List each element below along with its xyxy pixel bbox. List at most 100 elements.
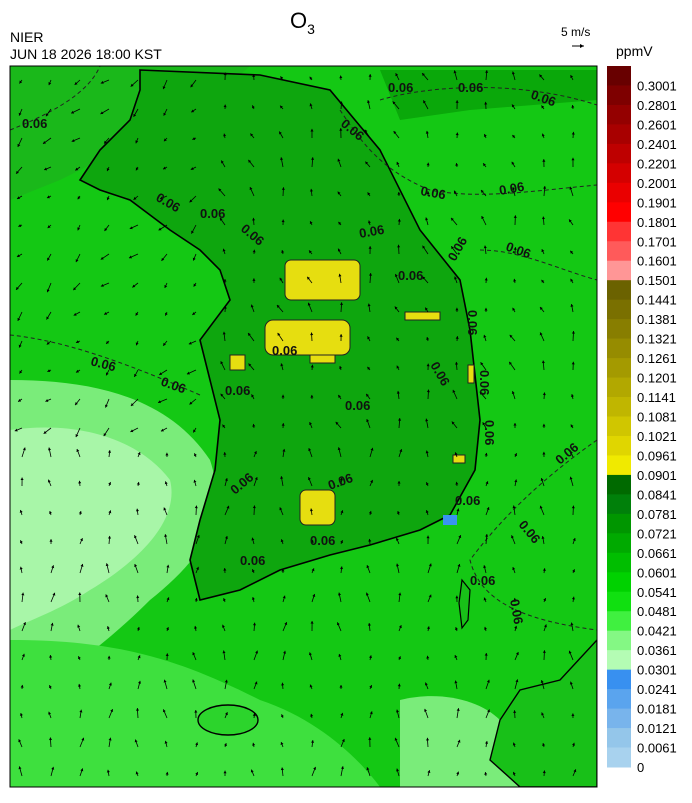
- colorbar-label: 0.2001: [637, 176, 677, 191]
- title-subscript: 3: [307, 21, 315, 37]
- colorbar: 0.3001 0.2801 0.2601 0.2401 0.2201 0.2001 0.19…: [607, 66, 677, 775]
- colorbar-label: 0.1801: [637, 215, 677, 230]
- colorbar-bin: [607, 748, 631, 768]
- colorbar-bin: [607, 300, 631, 320]
- colorbar-label: 0.1201: [637, 371, 677, 386]
- contour-label: 0.06: [477, 370, 492, 395]
- colorbar-bin: [607, 378, 631, 398]
- colorbar-bin: [607, 183, 631, 203]
- colorbar-bin: [607, 514, 631, 534]
- colorbar-label: 0.1021: [637, 429, 677, 444]
- colorbar-bin: [607, 222, 631, 242]
- colorbar-label: 0.1901: [637, 195, 677, 210]
- patch: [300, 490, 335, 525]
- colorbar-label: 0.0421: [637, 624, 677, 639]
- patch: [405, 312, 440, 320]
- colorbar-label: 0.0901: [637, 468, 677, 483]
- colorbar-label: 0.2601: [637, 117, 677, 132]
- colorbar-bin: [607, 85, 631, 105]
- colorbar-label: 0.1141: [637, 390, 676, 405]
- jeju-island: [198, 705, 258, 735]
- contour-label: 0.06: [458, 80, 483, 95]
- colorbar-bin: [607, 572, 631, 592]
- colorbar-bin: [607, 709, 631, 729]
- colorbar-label: 0.0541: [637, 585, 677, 600]
- vector-scale-head: [580, 44, 584, 48]
- colorbar-label: 0.2201: [637, 156, 677, 171]
- patch: [230, 355, 245, 370]
- colorbar-label: 0.1441: [637, 293, 677, 308]
- colorbar-bin: [607, 358, 631, 378]
- agency: NIER: [10, 29, 43, 45]
- colorbar-bin: [607, 494, 631, 514]
- contour-label: 0.06: [482, 420, 497, 445]
- colorbar-bin: [607, 670, 631, 690]
- colorbar-label: 0.3001: [637, 78, 677, 93]
- colorbar-bin: [607, 455, 631, 475]
- colorbar-bin: [607, 66, 631, 86]
- title: O3: [290, 8, 315, 37]
- contour-label: 0.06: [455, 493, 480, 508]
- contour-label: 0.06: [310, 533, 335, 548]
- contour-label: 0.06: [465, 310, 480, 335]
- contour-label: 0.06: [225, 383, 250, 398]
- colorbar-bin: [607, 319, 631, 339]
- colorbar-label: 0.0721: [637, 526, 677, 541]
- colorbar-bin: [607, 436, 631, 456]
- colorbar-label: 0.0121: [637, 721, 677, 736]
- colorbar-label: 0.0781: [637, 507, 677, 522]
- patch: [285, 260, 360, 300]
- datetime: JUN 18 2026 18:00 KST: [10, 46, 162, 62]
- colorbar-bin: [607, 689, 631, 709]
- colorbar-label: 0.1261: [637, 351, 677, 366]
- colorbar-label: 0.0361: [637, 643, 677, 658]
- colorbar-label: 0.1081: [637, 410, 677, 425]
- colorbar-bin: [607, 475, 631, 495]
- contour-label: 0.06: [240, 553, 265, 568]
- colorbar-bin: [607, 650, 631, 670]
- colorbar-bin: [607, 611, 631, 631]
- contour-label: 0.06: [200, 206, 225, 221]
- colorbar-label: 0.2401: [637, 137, 677, 152]
- colorbar-label: 0.1321: [637, 332, 677, 347]
- contour-label: 0.06: [345, 398, 370, 413]
- colorbar-bin: [607, 592, 631, 612]
- colorbar-bin: [607, 339, 631, 359]
- patch: [310, 355, 335, 363]
- colorbar-label: 0.0301: [637, 663, 677, 678]
- contour-label: 0.06: [272, 343, 297, 358]
- contour-label: 0.06: [470, 573, 495, 588]
- colorbar-bin: [607, 553, 631, 573]
- colorbar-bin: [607, 728, 631, 748]
- colorbar-bin: [607, 105, 631, 125]
- colorbar-label: 0.0601: [637, 565, 677, 580]
- colorbar-label: 0.1501: [637, 273, 677, 288]
- colorbar-bin: [607, 241, 631, 261]
- patch: [453, 455, 465, 463]
- colorbar-bin: [607, 631, 631, 651]
- colorbar-bin: [607, 163, 631, 183]
- low-ozone-patch: [443, 515, 457, 525]
- colorbar-label: 0.1381: [637, 312, 677, 327]
- colorbar-label: 0.1601: [637, 254, 677, 269]
- colorbar-label: 0.2801: [637, 98, 677, 113]
- contour-label: 0.06: [398, 268, 423, 283]
- colorbar-label: 0.0961: [637, 448, 677, 463]
- colorbar-label: 0.0661: [637, 546, 677, 561]
- colorbar-bin: [607, 261, 631, 281]
- colorbar-bin: [607, 144, 631, 164]
- contour-label: 0.06: [388, 80, 413, 95]
- title-base: O: [290, 8, 307, 33]
- colorbar-label: 0: [637, 760, 644, 775]
- vector-scale-label: 5 m/s: [561, 25, 590, 39]
- map-area: 0.06 0.06 0.06 0.06 0.06 0.06 0.06 0.06 0.06 0.06…: [10, 66, 597, 787]
- colorbar-label: 0.0181: [637, 702, 677, 717]
- colorbar-bin: [607, 202, 631, 222]
- colorbar-bin: [607, 397, 631, 417]
- colorbar-label: 0.0841: [637, 487, 677, 502]
- patch: [468, 365, 474, 383]
- colorbar-bin: [607, 124, 631, 144]
- colorbar-bin: [607, 533, 631, 553]
